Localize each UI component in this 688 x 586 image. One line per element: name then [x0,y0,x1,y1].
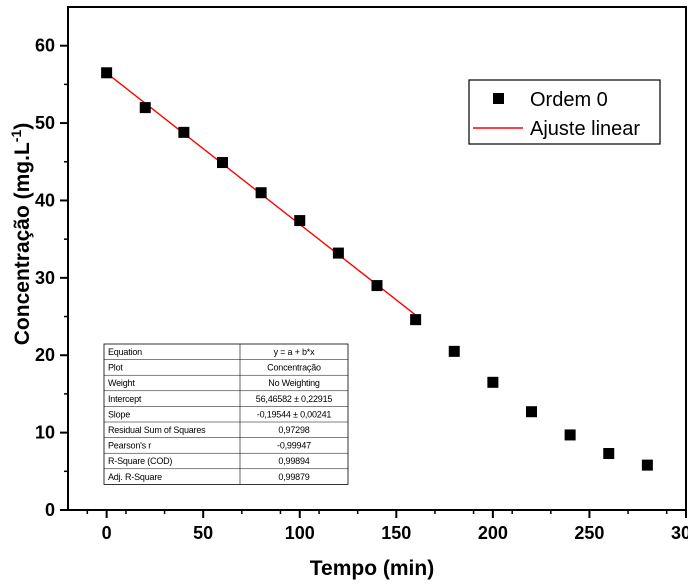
y-axis-title: Concentração (mg.L-1) [8,123,34,345]
y-tick-label: 50 [35,113,55,133]
stats-value: 0,99894 [278,456,309,466]
stats-box [103,343,349,485]
data-point [294,215,306,227]
stats-value: No Weighting [268,378,320,388]
legend-marker-square [493,93,504,104]
stats-value: 0,97298 [278,425,309,435]
x-tick-label: 100 [285,523,315,543]
y-tick-label: 60 [35,36,55,56]
stats-label: Slope [108,409,130,419]
data-point [255,187,267,199]
stats-label: Intercept [108,394,142,404]
stats-table: Equation y = a + b*x Plot Concentração Weigh… [103,343,349,485]
legend-box [468,79,661,145]
data-point [139,102,151,114]
x-axis-title: Tempo (min) [310,557,434,580]
data-point [448,345,460,357]
data-point [101,67,113,79]
stats-label: Plot [108,363,123,373]
stats-label: Weight [108,378,135,388]
data-points [101,67,653,471]
data-point [526,406,537,418]
stats-label: Adj. R-Square [108,472,162,482]
data-point [371,280,383,292]
y-tick-label: 30 [35,268,55,288]
stats-value: Concentração [267,363,321,373]
axes: 0 50 100 150 200 250 300 0 10 20 30 40 50 60 [35,6,688,543]
data-point [217,157,228,169]
y-axis-title-main: Concentração (mg.L [11,142,34,345]
data-point [564,429,576,441]
legend: Ordem 0 Ajuste linear [468,79,661,145]
x-tick-label: 250 [574,523,604,543]
y-axis-title-superscript: -1 [8,130,24,143]
legend-label-ordem: Ordem 0 [530,89,608,111]
x-tick-label: 300 [671,523,688,543]
stats-label: R-Square (COD) [108,456,172,466]
data-point [603,448,615,460]
data-point [641,459,653,471]
y-tick-label: 10 [35,423,55,443]
stats-label: Equation [108,347,142,357]
data-point [178,126,190,138]
plot-frame [67,6,687,511]
x-tick-label: 200 [478,523,508,543]
data-point [487,376,499,388]
stats-label: Residual Sum of Squares [108,425,206,435]
stats-value: 0,99879 [278,472,309,482]
data-point [410,314,422,326]
stats-value: 56,46582 ± 0,22915 [256,394,333,404]
x-tick-label: 0 [102,523,112,543]
legend-label-fit: Ajuste linear [530,118,640,140]
y-tick-label: 0 [45,500,55,520]
y-tick-label: 40 [35,190,55,210]
y-tick-label: 20 [35,345,55,365]
stats-value: -0,99947 [277,441,311,451]
stats-label: Pearson's r [108,441,151,451]
x-tick-label: 50 [193,523,213,543]
data-point [332,247,344,259]
stats-value: -0,19544 ± 0,00241 [257,409,332,419]
stats-value: y = a + b*x [274,347,316,357]
y-axis-title-suffix: ) [11,123,34,130]
x-tick-label: 150 [381,523,411,543]
